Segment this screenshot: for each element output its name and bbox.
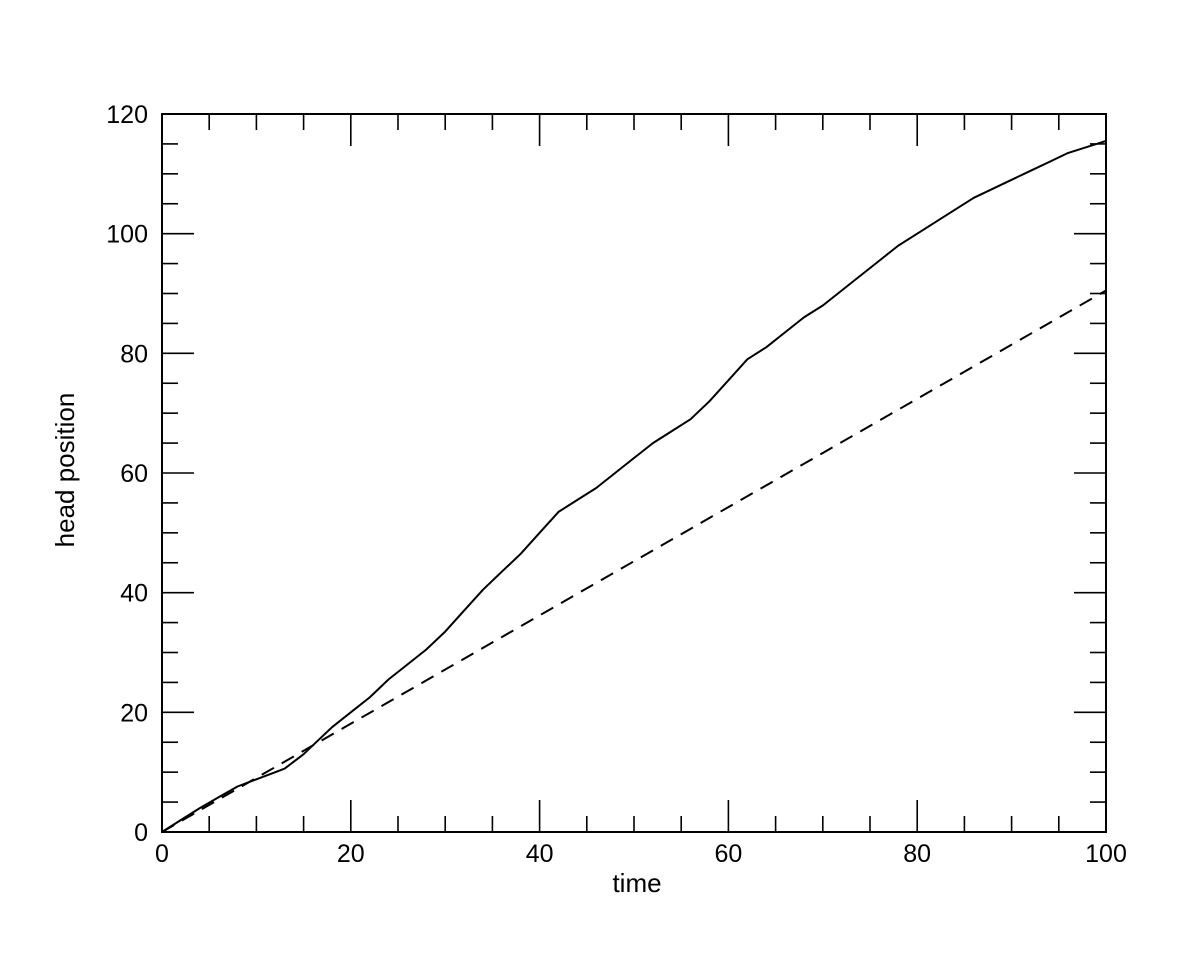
y-tick-label: 60: [120, 460, 148, 488]
x-axis-title: time: [612, 868, 661, 898]
axis-ticks: [161, 113, 1107, 833]
y-tick-label: 20: [120, 699, 148, 727]
y-tick-label: 120: [106, 101, 148, 129]
y-tick-label: 40: [120, 580, 148, 608]
y-tick-label: 80: [120, 340, 148, 368]
tick-labels: 0 20 40 60 80 100 0 20 40 60 80 100 120: [106, 101, 1127, 868]
series-layer: [161, 139, 1107, 833]
x-tick-label: 20: [337, 840, 365, 868]
y-tick-label: 100: [106, 221, 148, 249]
y-tick-label: 0: [134, 819, 148, 847]
x-tick-label: 80: [903, 840, 931, 868]
plot-frame: [161, 113, 1107, 833]
x-tick-label: 40: [526, 840, 554, 868]
solid-series-line: [161, 139, 1107, 833]
dashed-series-line: [161, 289, 1107, 833]
y-axis-title: head position: [50, 393, 80, 548]
x-tick-label: 100: [1085, 840, 1127, 868]
x-tick-label: 60: [714, 840, 742, 868]
x-tick-label: 0: [155, 840, 169, 868]
